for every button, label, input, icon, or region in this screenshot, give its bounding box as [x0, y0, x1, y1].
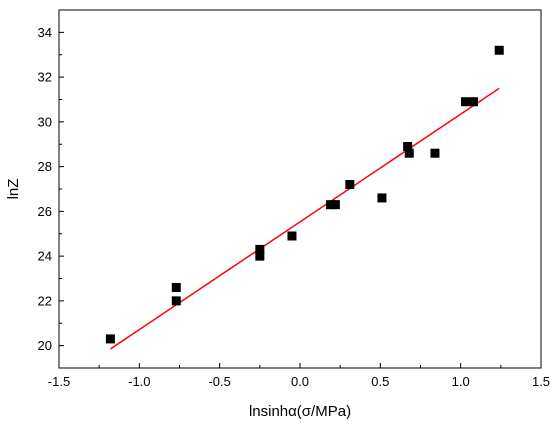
y-axis-title: lnZ — [5, 179, 22, 200]
x-tick-label: -1.0 — [128, 374, 150, 389]
y-tick-label: 32 — [38, 70, 52, 85]
data-point — [469, 97, 479, 107]
data-point — [171, 296, 181, 306]
data-point — [287, 231, 297, 241]
y-tick-label: 22 — [38, 293, 52, 308]
data-point — [494, 45, 504, 55]
y-tick-label: 34 — [38, 25, 52, 40]
fit-line — [109, 87, 500, 350]
data-point — [171, 282, 181, 292]
y-axis: 20 22 24 26 28 30 32 34 — [38, 9, 64, 369]
x-tick-label: 1.0 — [452, 374, 470, 389]
data-point — [460, 97, 470, 107]
data-point — [326, 200, 336, 210]
plot-frame — [58, 9, 542, 369]
x-tick-label: -1.5 — [48, 374, 70, 389]
data-point — [403, 141, 413, 151]
y-tick-label: 20 — [38, 338, 52, 353]
y-tick-label: 30 — [38, 114, 52, 129]
data-point — [430, 148, 440, 158]
y-tick-label: 24 — [38, 249, 52, 264]
data-point — [330, 200, 340, 210]
data-point — [345, 180, 355, 190]
x-tick-label: -0.5 — [208, 374, 230, 389]
data-point — [377, 193, 387, 203]
data-point — [255, 244, 265, 254]
plot-area — [105, 45, 504, 350]
y-tick-label: 28 — [38, 159, 52, 174]
y-tick-label: 26 — [38, 204, 52, 219]
x-tick-label: 1.5 — [532, 374, 550, 389]
x-axis: -1.5 -1.0 -0.5 0.0 0.5 1.0 1.5 — [48, 363, 550, 389]
data-point — [404, 148, 414, 158]
data-point — [255, 251, 265, 261]
data-point — [105, 334, 115, 344]
x-tick-label: 0.5 — [371, 374, 389, 389]
x-axis-title: lnsinhα(σ/MPa) — [249, 403, 351, 420]
x-tick-label: 0.0 — [291, 374, 309, 389]
